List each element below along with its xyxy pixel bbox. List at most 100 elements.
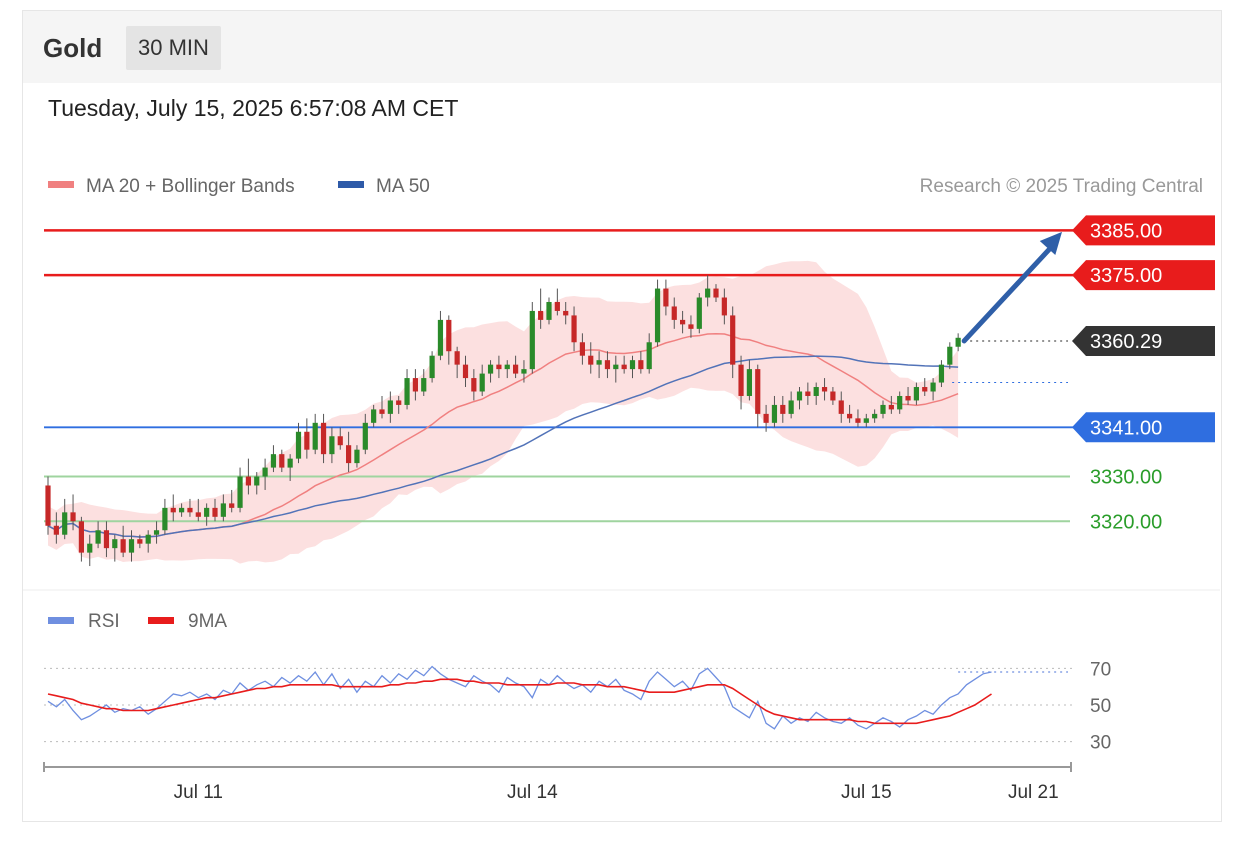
candle-body <box>170 507 176 513</box>
candle-body <box>262 467 268 477</box>
candle-body <box>780 404 786 414</box>
level-label: 3375.00 <box>1090 265 1162 287</box>
candle-body <box>529 310 535 370</box>
candle-body <box>888 404 894 410</box>
rsi-tick-label: 30 <box>1090 733 1111 754</box>
candle-body <box>504 364 510 370</box>
candle-body <box>705 288 711 298</box>
x-tick-label: Jul 11 <box>174 782 223 803</box>
credit-text: Research © 2025 Trading Central <box>920 176 1203 197</box>
candle-body <box>354 449 360 464</box>
candle-body <box>663 288 669 307</box>
candle-body <box>897 395 903 410</box>
candle-body <box>730 315 736 365</box>
candle-body <box>396 400 402 405</box>
candle-body <box>796 391 803 401</box>
candle-body <box>95 530 101 544</box>
legend-swatch <box>48 181 74 188</box>
candle-body <box>713 288 719 298</box>
candle-body <box>195 512 201 517</box>
candle-body <box>362 422 368 450</box>
candle-body <box>162 507 168 531</box>
rsi-legend-label: 9MA <box>188 611 227 632</box>
candle-body <box>855 418 861 423</box>
candle-body <box>320 422 327 455</box>
candle-body <box>53 525 59 535</box>
candle-body <box>638 360 644 370</box>
level-tag <box>1072 215 1215 246</box>
candle-body <box>479 373 485 392</box>
candle-body <box>596 360 602 365</box>
candle-body <box>571 315 577 343</box>
candle-body <box>746 369 752 396</box>
candle-body <box>404 378 410 405</box>
candle-body <box>738 364 744 396</box>
candle-body <box>947 346 953 365</box>
level-label: 3385.00 <box>1090 220 1162 242</box>
candle-body <box>204 507 210 517</box>
candle-body <box>604 360 611 370</box>
candle-body <box>521 369 527 374</box>
candle-body <box>137 539 143 544</box>
candle-body <box>220 503 226 517</box>
timestamp: Tuesday, July 15, 2025 6:57:08 AM CET <box>48 95 459 121</box>
x-tick-label: Jul 14 <box>507 782 558 803</box>
candle-body <box>429 355 435 379</box>
forecast-arrow-head <box>1039 231 1062 255</box>
candle-body <box>212 507 218 517</box>
candle-body <box>421 378 427 392</box>
instrument-title: Gold <box>43 33 103 63</box>
candle-body <box>112 539 118 549</box>
candle-body <box>905 395 911 401</box>
ma50-line <box>47 355 959 538</box>
candle-body <box>179 507 185 513</box>
candle-body <box>487 364 494 374</box>
legend-label: MA 50 <box>376 176 430 197</box>
level-tag <box>1072 260 1215 291</box>
candle-body <box>579 342 585 356</box>
candle-body <box>813 387 819 396</box>
candle-body <box>546 301 552 320</box>
candle-body <box>78 521 84 553</box>
candle-body <box>771 404 778 423</box>
candle-body <box>446 319 452 352</box>
level-tag <box>1072 412 1215 443</box>
candle-body <box>337 436 343 446</box>
candle-body <box>621 364 627 370</box>
candle-body <box>680 319 686 325</box>
candle-body <box>613 364 619 370</box>
candle-body <box>237 476 243 508</box>
candle-body <box>863 418 869 423</box>
candle-body <box>938 364 945 383</box>
forecast-arrow-shaft <box>961 243 1055 344</box>
candle-body <box>371 409 377 423</box>
candle-body <box>346 445 352 464</box>
candle-body <box>454 351 460 365</box>
candle-body <box>513 364 519 374</box>
candle-body <box>471 378 477 392</box>
candle-body <box>721 297 727 316</box>
candle-body <box>629 360 636 370</box>
candle-body <box>554 301 560 311</box>
timeframe-badge[interactable]: 30 MIN <box>126 26 221 70</box>
candle-body <box>270 454 277 468</box>
candle-body <box>279 454 285 468</box>
candle-body <box>304 431 310 450</box>
candle-body <box>295 431 302 459</box>
level-label: 3341.00 <box>1090 417 1162 439</box>
rsi-legend-label: RSI <box>88 611 120 632</box>
candle-body <box>329 436 335 455</box>
candle-body <box>70 512 76 522</box>
candle-body <box>880 404 886 414</box>
candle-body <box>847 413 853 419</box>
rsi-tick-label: 50 <box>1090 696 1111 717</box>
level-label: 3320.00 <box>1090 511 1162 533</box>
candle-body <box>955 337 961 347</box>
candle-body <box>187 507 193 513</box>
candle-body <box>437 319 444 356</box>
candle-body <box>145 534 151 544</box>
candle-body <box>930 382 936 392</box>
candle-body <box>379 409 385 414</box>
x-tick-label: Jul 15 <box>841 782 892 803</box>
